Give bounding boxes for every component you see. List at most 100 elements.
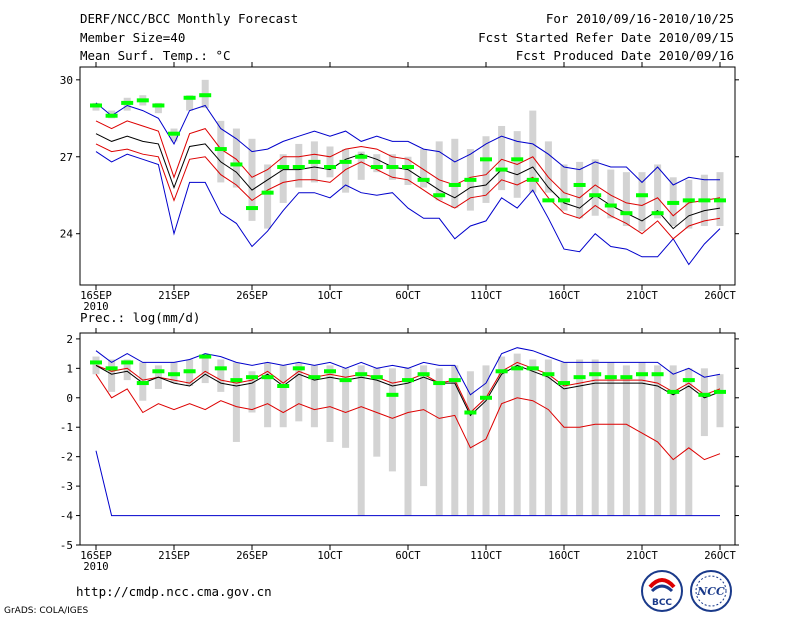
median-mark-day-20 xyxy=(402,165,414,170)
variable-label: Mean Surf. Temp.: °C xyxy=(80,48,231,63)
x-tick-label: 16OCT xyxy=(548,290,580,302)
median-mark-day-36 xyxy=(651,211,664,216)
median-mark-day-5 xyxy=(168,372,180,377)
median-mark-day-38 xyxy=(682,198,695,203)
box-day-21 xyxy=(420,149,428,188)
box-day-8 xyxy=(217,359,225,392)
median-mark-day-28 xyxy=(526,366,539,371)
x-tick-label: 21OCT xyxy=(626,550,658,562)
box-day-23 xyxy=(451,138,459,209)
x-tick-label: 21SEP xyxy=(158,290,190,302)
bcc-logo-icon: BCC xyxy=(641,570,683,612)
x-tick-label: 21SEP xyxy=(158,550,190,562)
median-mark-day-26 xyxy=(495,167,508,172)
y-tick-label: 30 xyxy=(60,74,73,87)
median-mark-day-35 xyxy=(636,372,648,377)
median-mark-day-12 xyxy=(277,384,290,388)
median-mark-day-37 xyxy=(667,200,680,205)
forecast-period: For 2010/09/16-2010/10/25 xyxy=(545,11,734,26)
median-mark-day-40 xyxy=(714,389,726,394)
median-mark-day-21 xyxy=(417,177,430,182)
y-tick-label: 1 xyxy=(66,362,73,375)
median-mark-day-2 xyxy=(121,100,134,105)
box-day-36 xyxy=(654,365,662,516)
median-mark-day-16 xyxy=(339,159,352,164)
y-tick-label: -5 xyxy=(60,539,73,552)
median-mark-day-23 xyxy=(448,378,461,383)
x-tick-label: 26OCT xyxy=(704,290,736,302)
box-day-19 xyxy=(388,368,396,472)
footer-url[interactable]: http://cmdp.ncc.cma.gov.cn xyxy=(76,584,272,599)
median-mark-day-0 xyxy=(90,103,102,108)
started-refer-date: Fcst Started Refer Date 2010/09/15 xyxy=(478,30,734,45)
median-mark-day-27 xyxy=(511,157,524,162)
y-tick-label: 24 xyxy=(60,228,74,241)
box-day-31 xyxy=(576,161,584,219)
box-day-2 xyxy=(123,359,131,381)
box-day-34 xyxy=(622,365,630,516)
grads-credit: GrADS: COLA/IGES xyxy=(4,606,89,616)
x-tick-label: 16SEP xyxy=(80,550,112,562)
x-tick-label: 6OCT xyxy=(395,290,421,302)
box-day-39 xyxy=(700,368,708,437)
median-mark-day-4 xyxy=(152,369,165,374)
produced-date: Fcst Produced Date 2010/09/16 xyxy=(515,48,734,63)
median-mark-day-19 xyxy=(386,392,399,397)
median-mark-day-22 xyxy=(433,193,446,198)
median-mark-day-12 xyxy=(277,165,290,170)
x-tick-label: 1OCT xyxy=(317,550,343,562)
temperature-spread-high-line xyxy=(95,120,721,217)
median-mark-day-4 xyxy=(152,103,165,108)
x-tick-year-label: 2010 xyxy=(83,561,108,573)
box-day-13 xyxy=(295,362,303,422)
x-tick-label: 16SEP xyxy=(80,290,112,302)
median-mark-day-7 xyxy=(199,93,212,98)
median-mark-day-24 xyxy=(464,410,477,415)
median-mark-day-21 xyxy=(417,372,430,377)
box-day-35 xyxy=(638,172,646,232)
box-day-10 xyxy=(248,138,256,221)
box-day-33 xyxy=(607,362,615,516)
median-mark-day-39 xyxy=(698,392,711,397)
box-day-25 xyxy=(482,136,490,203)
box-day-4 xyxy=(154,102,162,114)
x-tick-label: 11OCT xyxy=(470,550,502,562)
median-mark-day-29 xyxy=(542,372,555,377)
box-day-15 xyxy=(326,365,334,442)
median-mark-day-33 xyxy=(604,375,617,380)
box-day-29 xyxy=(544,359,552,516)
box-day-33 xyxy=(607,169,615,219)
median-mark-day-3 xyxy=(136,98,149,103)
box-day-0 xyxy=(92,356,100,375)
box-day-10 xyxy=(248,371,256,413)
median-mark-day-30 xyxy=(558,198,570,203)
box-day-20 xyxy=(404,156,412,185)
median-mark-day-36 xyxy=(651,372,664,377)
x-tick-label: 1OCT xyxy=(317,290,343,302)
median-mark-day-38 xyxy=(682,378,695,383)
median-mark-day-32 xyxy=(589,372,602,377)
box-day-27 xyxy=(513,353,521,516)
median-mark-day-15 xyxy=(324,165,336,170)
temperature-min-line xyxy=(95,151,721,266)
box-day-14 xyxy=(310,365,318,428)
median-mark-day-29 xyxy=(542,198,555,203)
median-mark-day-5 xyxy=(168,131,180,136)
box-day-29 xyxy=(544,141,552,193)
median-mark-day-10 xyxy=(246,375,258,380)
median-mark-day-23 xyxy=(448,182,461,187)
median-mark-day-1 xyxy=(105,113,118,118)
median-mark-day-7 xyxy=(199,354,212,359)
box-day-34 xyxy=(622,172,630,227)
box-day-9 xyxy=(232,362,240,442)
median-mark-day-32 xyxy=(589,193,602,198)
median-mark-day-13 xyxy=(292,366,305,371)
x-tick-year-label: 2010 xyxy=(83,301,108,313)
box-day-9 xyxy=(232,128,240,188)
median-mark-day-1 xyxy=(105,366,118,371)
box-day-22 xyxy=(435,368,443,516)
median-mark-day-0 xyxy=(90,360,102,365)
